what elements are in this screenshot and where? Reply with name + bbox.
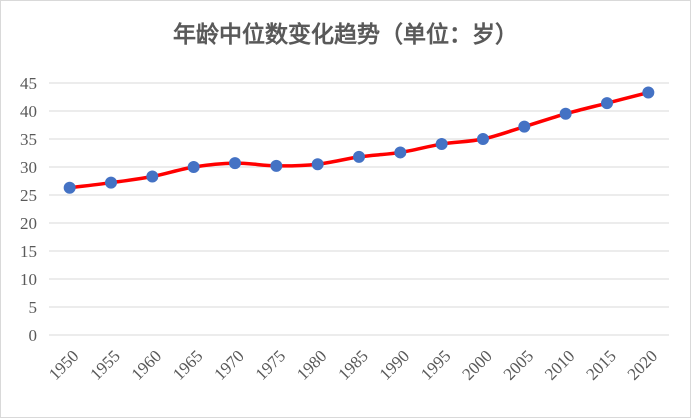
x-tick-label: 1970 (210, 346, 247, 383)
gridlines (49, 82, 669, 336)
x-tick-label: 2010 (541, 346, 578, 383)
series-layer (63, 86, 655, 194)
x-tick-label: 1955 (86, 346, 123, 383)
y-tick-label: 40 (20, 102, 37, 121)
x-tick-label: 1965 (169, 346, 206, 383)
y-tick-label: 35 (20, 130, 37, 149)
x-tick-label: 1985 (334, 346, 371, 383)
data-point-1950 (63, 181, 76, 194)
data-point-2005 (518, 120, 531, 133)
data-point-1970 (229, 157, 241, 170)
y-tick-label: 20 (20, 214, 37, 233)
data-point-1980 (311, 158, 324, 171)
data-point-1990 (394, 146, 407, 159)
x-tick-label: 1950 (45, 346, 82, 383)
y-tick-label: 0 (29, 326, 38, 345)
x-tick-label: 2000 (458, 346, 495, 383)
y-tick-label: 30 (20, 158, 37, 177)
data-point-1960 (146, 170, 159, 183)
y-tick-label: 15 (20, 242, 37, 261)
data-point-2020 (642, 86, 655, 99)
data-point-1995 (435, 138, 448, 151)
y-tick-label: 25 (20, 186, 37, 205)
data-point-1955 (105, 176, 117, 189)
x-axis: 1950 1955 1960 1965 1970 1975 1980 1985 1990 1995… (45, 346, 661, 383)
x-tick-label: 1990 (376, 346, 413, 383)
data-point-2010 (559, 107, 572, 120)
y-tick-label: 45 (20, 74, 37, 93)
x-tick-label: 1995 (417, 346, 454, 383)
data-point-2000 (477, 133, 489, 145)
data-point-1975 (270, 159, 283, 172)
y-tick-label: 5 (29, 298, 38, 317)
data-point-2015 (601, 97, 613, 110)
x-tick-label: 1960 (128, 346, 165, 383)
y-axis: 0 5 10 15 20 25 30 35 40 45 (20, 74, 37, 345)
x-tick-label: 1980 (293, 346, 330, 383)
x-tick-label: 2005 (500, 346, 537, 383)
chart-title: 年龄中位数变化趋势（单位：岁） (173, 21, 518, 48)
data-point-1965 (187, 161, 200, 173)
data-point-1985 (353, 150, 365, 163)
x-tick-label: 1975 (252, 346, 289, 383)
y-tick-label: 10 (20, 270, 37, 289)
x-tick-label: 2015 (582, 346, 619, 383)
x-tick-label: 2020 (624, 346, 661, 383)
